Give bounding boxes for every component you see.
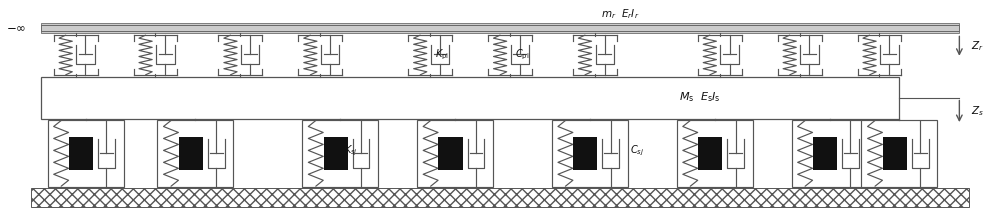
FancyBboxPatch shape	[157, 120, 233, 187]
Text: $C_{\mathrm{pi}}$: $C_{\mathrm{pi}}$	[515, 48, 529, 62]
FancyBboxPatch shape	[573, 137, 597, 170]
FancyBboxPatch shape	[698, 137, 722, 170]
Text: $Z_s$: $Z_s$	[971, 104, 984, 118]
FancyBboxPatch shape	[41, 23, 959, 25]
Text: $M_\mathrm{s}\ \ E_\mathrm{s}I_\mathrm{s}$: $M_\mathrm{s}\ \ E_\mathrm{s}I_\mathrm{s…	[679, 91, 721, 105]
Text: $-\infty$: $-\infty$	[6, 22, 26, 35]
FancyBboxPatch shape	[677, 120, 753, 187]
FancyBboxPatch shape	[813, 137, 837, 170]
FancyBboxPatch shape	[41, 77, 899, 119]
FancyBboxPatch shape	[41, 31, 959, 33]
FancyBboxPatch shape	[69, 137, 93, 170]
FancyBboxPatch shape	[883, 137, 907, 170]
FancyBboxPatch shape	[41, 25, 959, 31]
Text: $K_{\mathrm{pi}}$: $K_{\mathrm{pi}}$	[435, 48, 449, 62]
Text: $K_{sj}$: $K_{sj}$	[344, 144, 358, 159]
FancyBboxPatch shape	[438, 137, 463, 170]
FancyBboxPatch shape	[861, 120, 937, 187]
FancyBboxPatch shape	[552, 120, 628, 187]
Text: $m_r\ \ E_rI_r$: $m_r\ \ E_rI_r$	[601, 7, 639, 21]
FancyBboxPatch shape	[792, 120, 867, 187]
FancyBboxPatch shape	[31, 188, 969, 207]
FancyBboxPatch shape	[302, 120, 378, 187]
Text: $Z_r$: $Z_r$	[971, 39, 984, 53]
Text: $C_{sj}$: $C_{sj}$	[630, 144, 644, 159]
FancyBboxPatch shape	[417, 120, 493, 187]
FancyBboxPatch shape	[179, 137, 203, 170]
Text: $F_\mathrm{c}$: $F_\mathrm{c}$	[444, 141, 455, 155]
FancyBboxPatch shape	[324, 137, 348, 170]
FancyBboxPatch shape	[48, 120, 124, 187]
